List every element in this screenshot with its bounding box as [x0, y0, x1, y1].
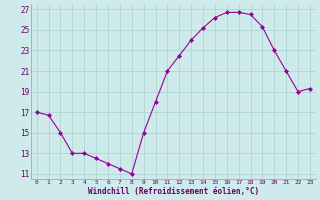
X-axis label: Windchill (Refroidissement éolien,°C): Windchill (Refroidissement éolien,°C) — [88, 187, 259, 196]
